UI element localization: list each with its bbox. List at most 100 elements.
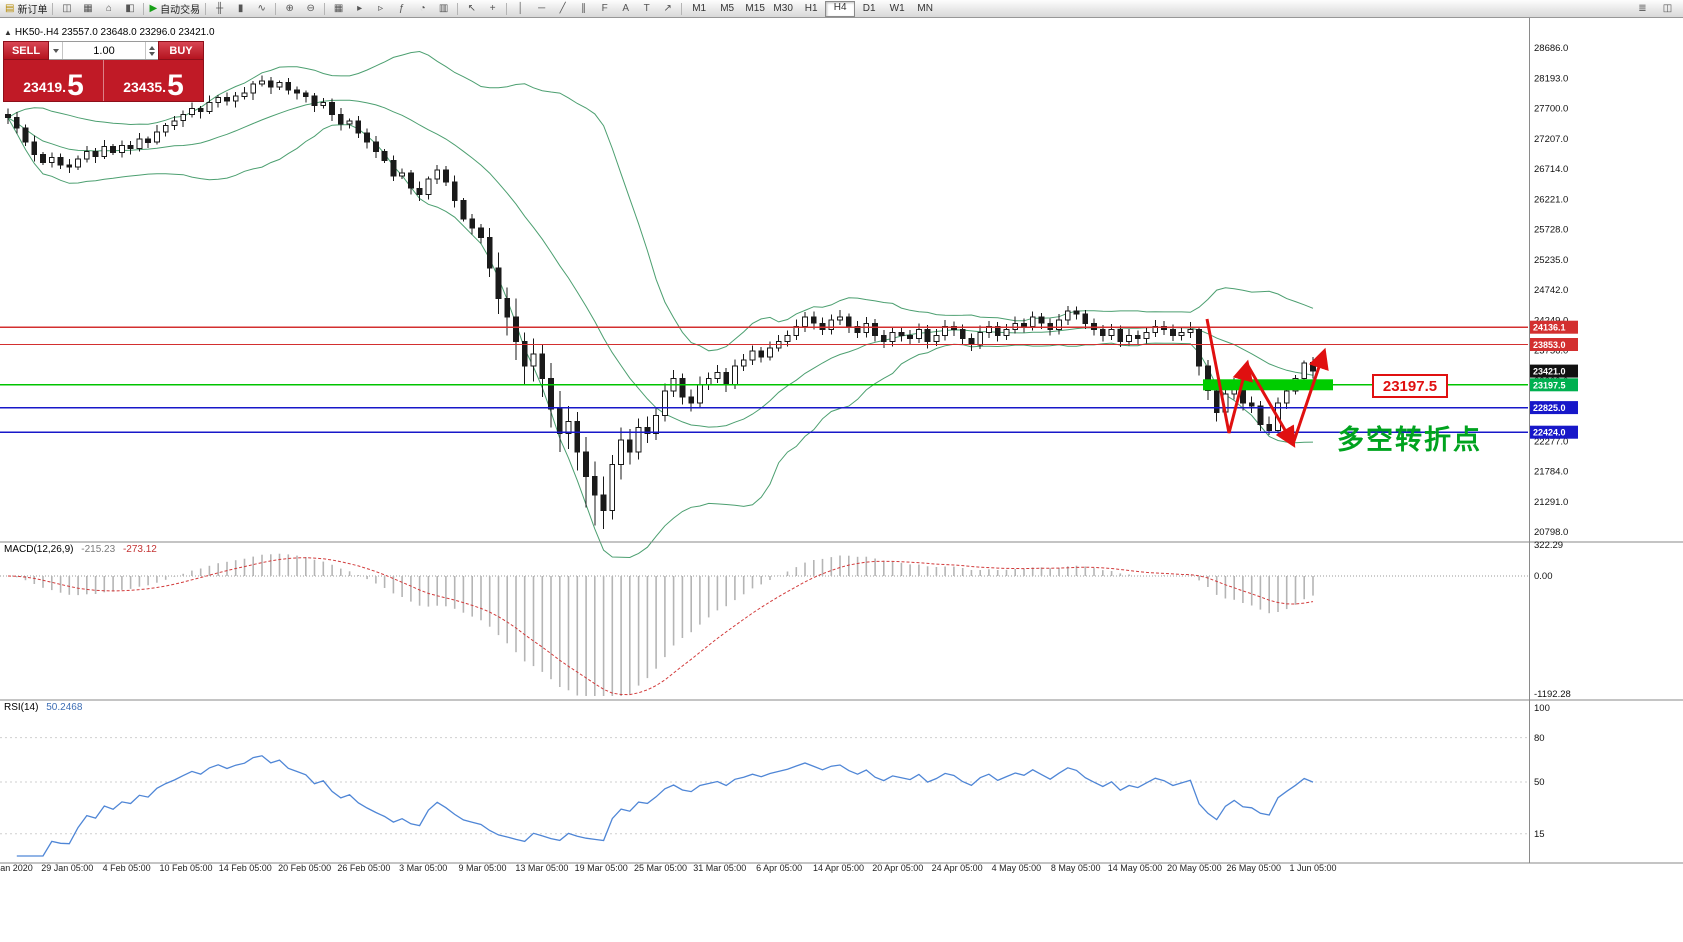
toolbar-separator <box>143 2 145 15</box>
chart-title: ▲ HK50-.H4 23557.0 23648.0 23296.0 23421.… <box>4 27 215 38</box>
macd-axis-label: -1192.28 <box>1534 689 1571 700</box>
indicators-icon: ƒ <box>398 3 405 14</box>
volume-dropdown-icon[interactable] <box>49 42 63 59</box>
candlestick-chart-icon[interactable]: ▮ <box>230 1 251 16</box>
periods-icon[interactable]: ◔ <box>412 1 433 16</box>
horizontal-line-icon[interactable]: ─ <box>531 1 552 16</box>
timeframe-m1[interactable]: M1 <box>692 2 707 14</box>
trendline-icon[interactable]: ╱ <box>552 1 573 16</box>
timeframe-h4[interactable]: H4 <box>825 0 856 17</box>
price-badge-text: 23421.0 <box>1533 367 1566 377</box>
candle <box>460 200 467 220</box>
auto-trading-button[interactable]: ▶ 自动交易 <box>147 1 202 16</box>
candle <box>513 316 519 343</box>
candle <box>408 172 414 189</box>
new-order-label: 新订单 <box>17 5 48 16</box>
bollinger-bands <box>7 50 1314 559</box>
candle <box>154 131 160 143</box>
buy-button[interactable]: BUY <box>158 41 204 60</box>
price-tick-label: 24742.0 <box>1534 285 1568 296</box>
volume-value[interactable]: 1.00 <box>93 44 115 57</box>
sell-price[interactable]: 23419. 5 <box>4 60 104 101</box>
crosshair-icon[interactable]: + <box>482 1 503 16</box>
support-zone-rect[interactable] <box>1203 379 1333 391</box>
line-chart-icon[interactable]: ∿ <box>251 1 272 16</box>
candle <box>740 359 747 367</box>
panel-collapse-icon[interactable]: ▲ <box>4 28 12 37</box>
candle <box>1047 322 1054 330</box>
candle <box>189 108 195 116</box>
turning-point-annotation[interactable]: 多空转折点 <box>1337 425 1482 455</box>
charts-grid-icon[interactable]: ◫ <box>56 1 77 16</box>
text-icon[interactable]: A <box>615 1 636 16</box>
toolbar-separator <box>681 2 683 15</box>
channel-icon[interactable]: ∥ <box>573 1 594 16</box>
label-icon[interactable]: T <box>636 1 657 16</box>
candle <box>539 353 546 379</box>
volume-up-icon[interactable] <box>149 45 155 50</box>
price-badge-text: 24136.1 <box>1533 323 1566 333</box>
volume-down-icon[interactable] <box>149 51 155 56</box>
candle <box>609 463 616 511</box>
candle <box>1099 328 1106 336</box>
timeframe-mn[interactable]: MN <box>917 2 933 14</box>
candle <box>224 97 230 102</box>
toolbar-separator <box>324 2 326 15</box>
new-order-button[interactable]: ▤ 新订单 <box>3 1 49 16</box>
window-layout-icon[interactable]: ◫ <box>1657 1 1678 16</box>
candle <box>1301 362 1308 379</box>
auto-trading-label: 自动交易 <box>160 5 201 16</box>
candle <box>110 146 116 154</box>
candle <box>1082 313 1089 324</box>
candle <box>267 80 274 88</box>
buy-price[interactable]: 23435. 5 <box>104 60 203 101</box>
timeframe-d1[interactable]: D1 <box>862 2 876 14</box>
sell-price-prefix: 23419. <box>23 79 67 95</box>
candle <box>329 101 336 116</box>
time-tick-label: 26 Feb 05:00 <box>337 863 390 873</box>
timeframe-w1[interactable]: W1 <box>889 2 905 14</box>
zoom-out-icon[interactable]: ⊖ <box>300 1 321 16</box>
indicators-icon[interactable]: ƒ <box>391 1 412 16</box>
timeframe-m5[interactable]: M5 <box>720 2 735 14</box>
candle <box>320 101 327 107</box>
bollinger-middle <box>7 99 1314 428</box>
volume-stepper[interactable] <box>145 42 158 59</box>
trend-arrow[interactable] <box>1291 347 1329 445</box>
price-badge-text: 22825.0 <box>1533 403 1566 413</box>
cursor-icon[interactable]: ↖ <box>461 1 482 16</box>
zoom-out-icon: ⊖ <box>306 3 315 14</box>
arrows-icon[interactable]: ↗ <box>657 1 678 16</box>
timeframe-h1[interactable]: H1 <box>804 2 818 14</box>
profiles-icon[interactable]: ▦ <box>77 1 98 16</box>
navigator-icon[interactable]: ⌂ <box>98 1 119 16</box>
time-axis[interactable]: 21 Jan 2020 29 Jan 05:00 4 Feb 05:00 10 Feb… <box>0 863 1337 873</box>
sell-button[interactable]: SELL <box>3 41 49 60</box>
bar-chart-icon[interactable]: ╫ <box>209 1 230 16</box>
connection-status-icon[interactable]: ≣ <box>1632 1 1653 16</box>
trend-arrow[interactable] <box>1245 363 1296 448</box>
fibonacci-icon[interactable]: F <box>594 1 615 16</box>
candle <box>495 267 502 300</box>
auto-scroll-icon: ▸ <box>357 3 363 14</box>
terminal-icon[interactable]: ◧ <box>119 1 140 16</box>
time-tick-label: 25 Mar 05:00 <box>634 863 687 873</box>
templates-icon[interactable]: ▥ <box>433 1 454 16</box>
support-price-label[interactable]: 23197.5 <box>1372 374 1448 398</box>
price-tick-label: 21291.0 <box>1534 497 1568 508</box>
price-axis[interactable]: 28686.0 28193.0 27700.0 27207.0 26714.0 26221… <box>1530 43 1578 538</box>
timeframe-m30[interactable]: M30 <box>773 2 793 14</box>
candle <box>556 408 563 435</box>
auto-scroll-icon[interactable]: ▸ <box>349 1 370 16</box>
candle <box>1187 328 1194 333</box>
trend-arrow[interactable] <box>1205 318 1253 434</box>
volume-field[interactable]: 1.00 <box>49 41 158 60</box>
timeframe-m15[interactable]: M15 <box>745 2 765 14</box>
time-tick-label: 14 Feb 05:00 <box>219 863 272 873</box>
chart-shift-icon[interactable]: ▹ <box>370 1 391 16</box>
price-chart-canvas[interactable]: 28686.0 28193.0 27700.0 27207.0 26714.0 26221… <box>0 18 1683 942</box>
candle <box>425 178 432 195</box>
tile-windows-icon[interactable]: ▦ <box>328 1 349 16</box>
vertical-line-icon[interactable]: │ <box>510 1 531 16</box>
zoom-in-icon[interactable]: ⊕ <box>279 1 300 16</box>
